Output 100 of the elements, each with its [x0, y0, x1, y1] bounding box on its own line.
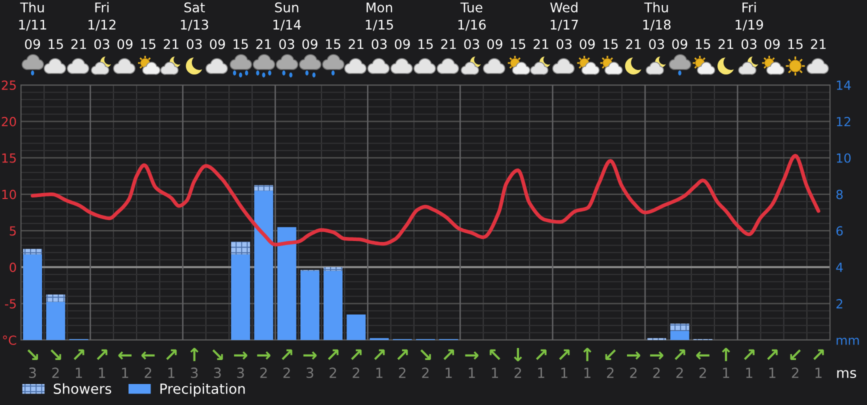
- data-label: 1: [99, 368, 106, 378]
- y2-tick-label: mm: [836, 338, 859, 345]
- category-label: ↑: [190, 348, 198, 362]
- x-tick-label: 03: [742, 39, 756, 50]
- y2-tick-label: 8: [836, 190, 843, 200]
- x-tick-label: 09: [210, 39, 225, 50]
- y2-tick-label: 12: [836, 116, 850, 126]
- x-tick-label: 15: [326, 39, 340, 50]
- x-tick-label: 03: [649, 39, 664, 50]
- data-label: 1: [446, 368, 452, 378]
- category-label: ↗: [744, 349, 755, 360]
- data-label: 2: [52, 368, 59, 378]
- x-tick-label: 09: [672, 39, 688, 50]
- data-label: 2: [144, 368, 152, 378]
- bar: [670, 330, 690, 340]
- bar: [324, 267, 343, 271]
- bar: [254, 190, 274, 340]
- x-tick-label: 21: [718, 39, 734, 49]
- x-tick-label: 09: [487, 39, 502, 50]
- x-tick-label: 03: [94, 39, 110, 50]
- data-label: 2: [630, 368, 637, 378]
- category-label: ↗: [351, 349, 362, 360]
- x-tick-label: 09: [302, 39, 318, 50]
- x2-tick-label: Thu 1/11: [19, 2, 46, 31]
- category-label: ↘: [420, 349, 431, 360]
- x-tick-label: 09: [117, 39, 132, 50]
- x2-tick-label: Thu 1/18: [643, 2, 671, 31]
- data-label: 3: [191, 368, 198, 378]
- data-label: 2: [792, 368, 798, 378]
- x-tick-label: 15: [788, 39, 803, 50]
- x-tick-label: 03: [372, 39, 387, 50]
- x-tick-label: 03: [464, 39, 480, 50]
- data-label: 2: [422, 368, 429, 378]
- data-label: 1: [122, 368, 128, 378]
- y2-tick-label: 2: [836, 299, 842, 308]
- data-label: 1: [561, 368, 568, 378]
- data-label: 1: [168, 368, 174, 378]
- data-label: 1: [468, 368, 475, 378]
- category-label: ↗: [444, 349, 454, 360]
- data-label: 2: [699, 368, 706, 378]
- y2-tick-label: 4: [836, 262, 843, 272]
- x-tick-label: 15: [48, 39, 63, 50]
- category-label: ↗: [397, 349, 408, 360]
- data-label: 3: [29, 368, 36, 378]
- data-label: 3: [306, 368, 314, 378]
- y-tick-label: 25: [2, 80, 16, 90]
- x-tick-label: 09: [764, 39, 780, 50]
- bar: [231, 242, 250, 254]
- data-label: 2: [676, 368, 683, 378]
- category-label: ↑: [583, 348, 592, 362]
- data-label: 2: [330, 368, 336, 378]
- data-label: 2: [607, 368, 614, 378]
- bar: [231, 254, 250, 340]
- category-label: ↓: [514, 348, 522, 362]
- data-label: 2: [352, 368, 360, 378]
- legend-label: Showers: [54, 383, 112, 394]
- data-label: 2: [514, 368, 521, 378]
- category-label: ↗: [282, 349, 292, 360]
- data-label: 1: [492, 368, 498, 378]
- bar: [324, 270, 343, 340]
- bar: [46, 302, 66, 340]
- y-tick-label: 10: [2, 190, 16, 200]
- data-label: 1: [76, 368, 82, 378]
- category-label: ↑: [722, 348, 730, 362]
- category-label: ↖: [490, 349, 500, 360]
- category-label: →: [465, 351, 478, 360]
- data-label: 1: [376, 368, 382, 378]
- x-tick-label: 15: [141, 39, 156, 50]
- category-label: ↗: [328, 349, 338, 360]
- category-label: ↘: [50, 349, 62, 360]
- data-label: 1: [746, 368, 752, 378]
- data-label: 2: [260, 368, 267, 378]
- x2-tick-label: Fri 1/19: [736, 2, 763, 31]
- category-label: ↙: [790, 349, 801, 360]
- legend-label: Precipitation: [160, 383, 245, 397]
- category-label: ↗: [767, 349, 778, 360]
- category-label: →: [303, 351, 317, 360]
- x-tick-label: 09: [580, 39, 595, 50]
- x-tick-label: 09: [394, 39, 410, 50]
- data-label: 3: [214, 368, 221, 378]
- y-tick-label: 5: [10, 226, 16, 236]
- x-tick-label: 21: [626, 39, 641, 49]
- bar: [300, 270, 320, 340]
- category-label: ←: [696, 351, 710, 360]
- data-label: 3: [237, 368, 244, 378]
- bar: [670, 324, 690, 331]
- category-label: ↗: [166, 349, 177, 360]
- x-tick-label: 21: [441, 39, 456, 49]
- x-tick-label: 15: [234, 39, 248, 50]
- x2-tick-label: Fri 1/12: [88, 2, 116, 31]
- category-label: ↗: [74, 349, 84, 360]
- y-tick-label: 15: [2, 153, 16, 163]
- y-tick-label: °C: [3, 335, 16, 345]
- category-label: →: [257, 351, 270, 360]
- x2-tick-label: Tue 1/16: [458, 2, 486, 31]
- data-label: 1: [769, 368, 776, 378]
- y2-tick-label: 10: [836, 153, 851, 163]
- category-label: ←: [118, 351, 132, 360]
- data-label: 2: [653, 368, 660, 378]
- category-label: ↗: [96, 349, 108, 360]
